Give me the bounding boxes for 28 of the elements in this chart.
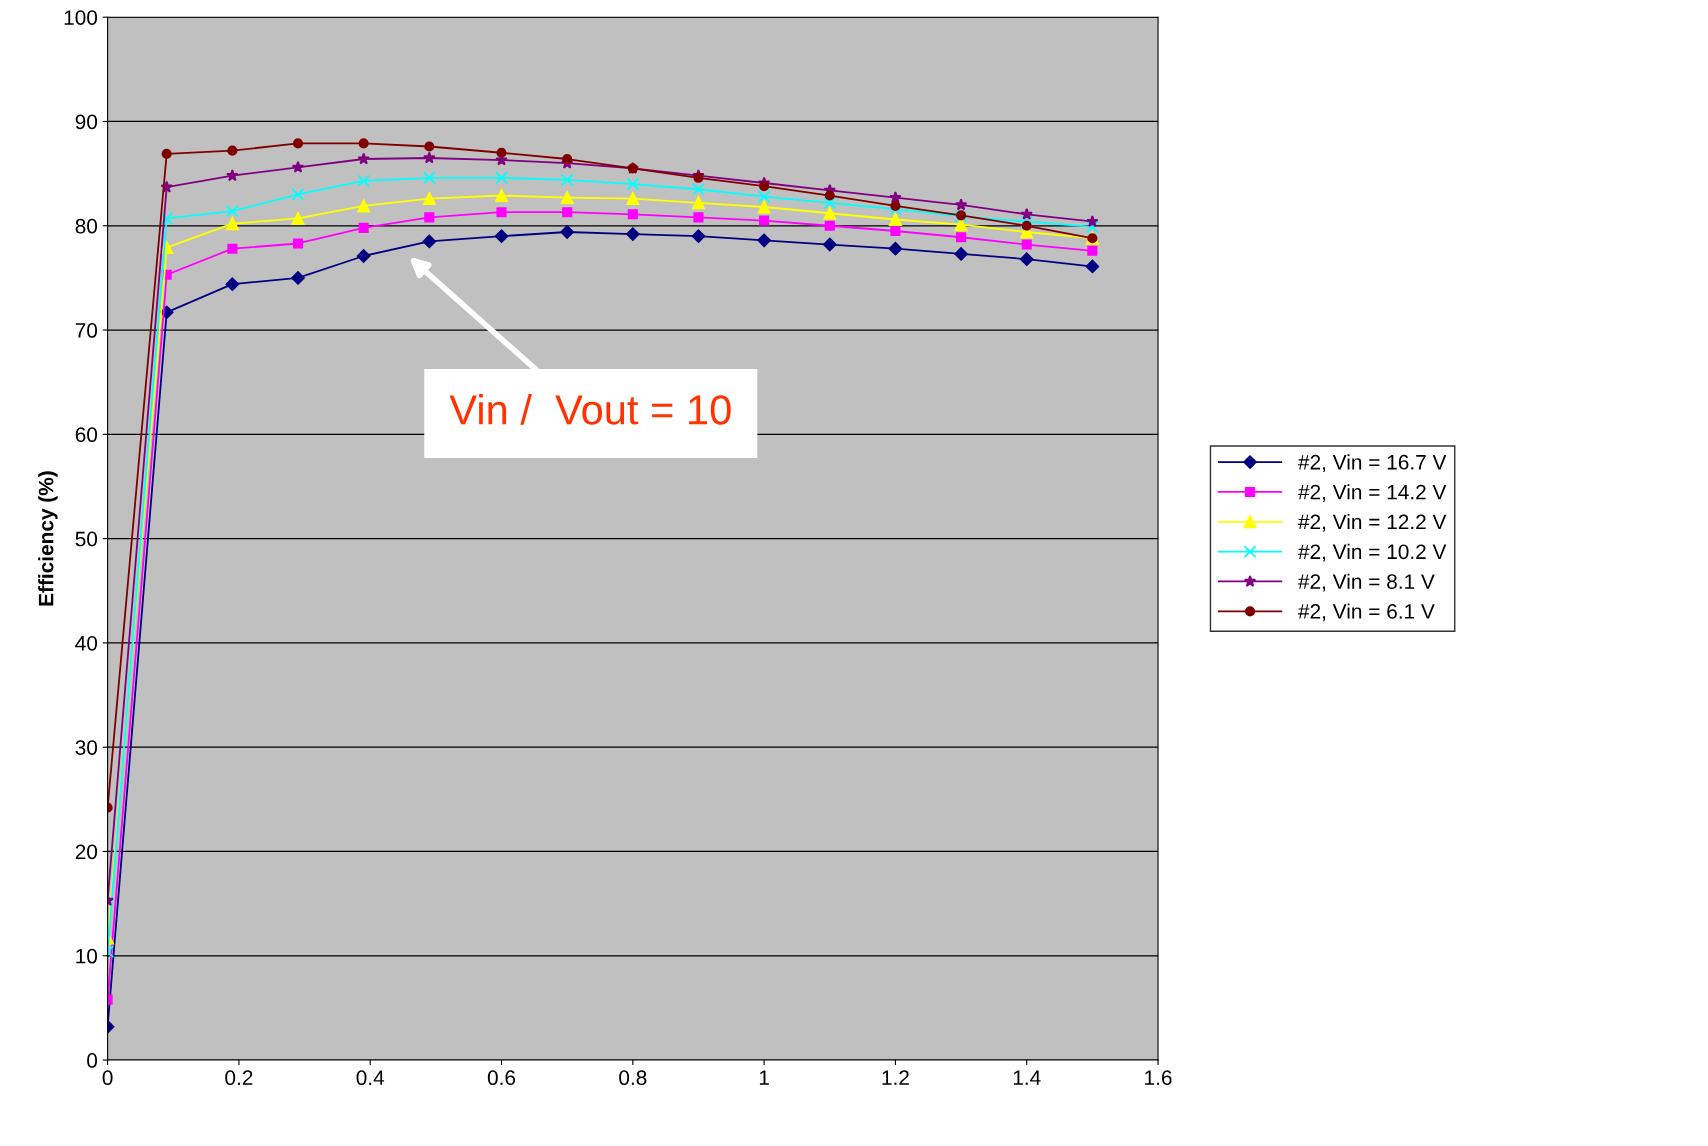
x-tick-label: 1.2 [882,1070,909,1085]
legend-label: #2, Vin = 12.2 V [1298,513,1447,532]
x-tick-label: 0.4 [356,1070,385,1086]
annotation: Vin / Vout = 10 [449,394,731,425]
x-tick-label: 0.8 [619,1070,647,1086]
y-tick-label: 80 [75,218,98,234]
y-tick-label: 10 [76,948,98,964]
legend-label: #2, Vin = 14.2 V [1298,484,1447,502]
legend-label: #2, Vin = 6.1 V [1298,603,1435,622]
x-tick-label: 0.2 [225,1070,253,1086]
y-tick-label: 0 [87,1053,98,1068]
y-axis-title: Efficiency (%) [38,471,58,606]
legend-label: #2, Vin = 16.7 V [1298,454,1447,473]
x-tick-label: 1 [759,1070,769,1085]
y-tick-label: 40 [75,635,98,651]
x-tick-label: 1.6 [1145,1070,1172,1086]
y-tick-label: 30 [75,740,98,755]
y-tick-label: 60 [75,427,98,443]
y-tick-label: 100 [64,10,98,25]
x-tick-label: 0 [102,1070,113,1086]
x-tick-label: 0.6 [487,1070,516,1086]
legend-label: #2, Vin = 10.2 V [1298,543,1447,562]
y-tick-label: 90 [75,114,98,130]
legend-label: #2, Vin = 8.1 V [1298,573,1435,592]
y-tick-label: 20 [75,844,98,860]
y-tick-label: 50 [75,531,98,547]
y-tick-label: 70 [75,323,98,338]
x-tick-label: 1.4 [1013,1070,1041,1085]
